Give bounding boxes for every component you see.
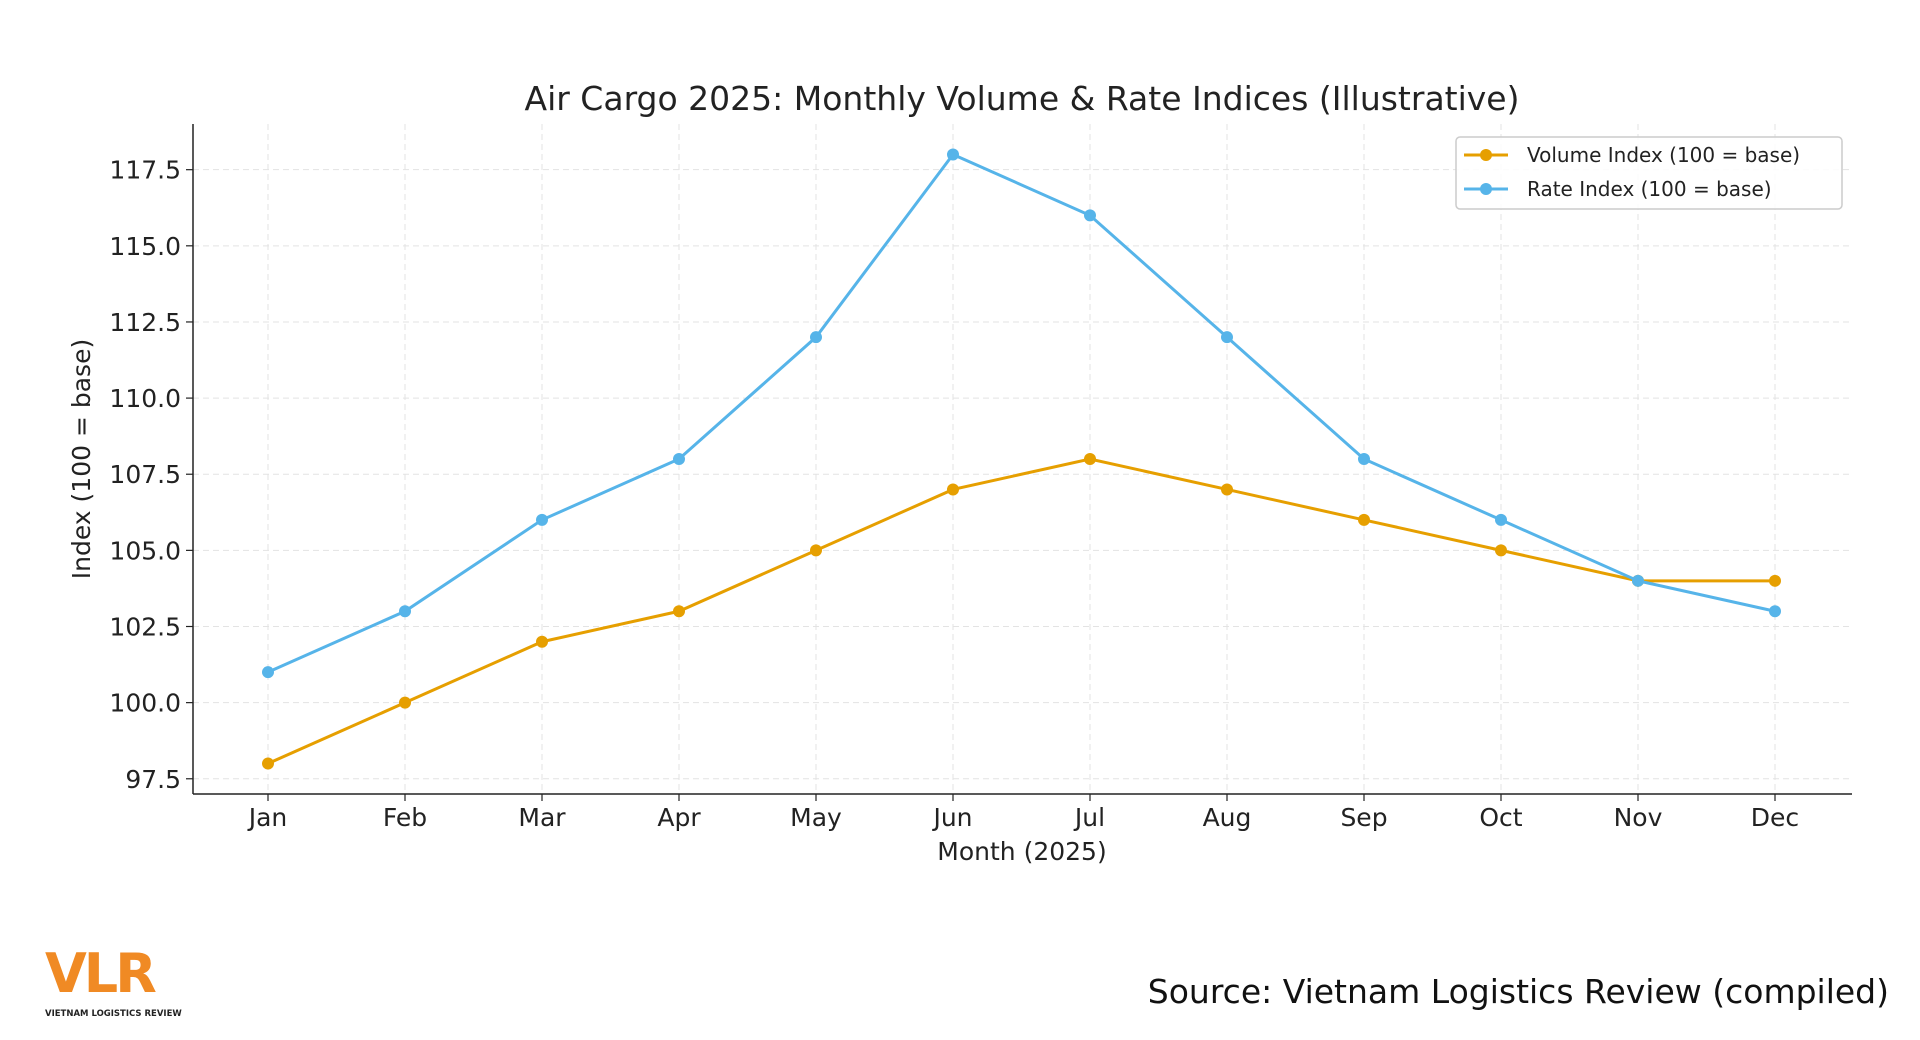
x-tick-label: Sep bbox=[1340, 803, 1387, 832]
data-point bbox=[536, 513, 548, 526]
data-point bbox=[1221, 331, 1233, 344]
x-tick-label: Nov bbox=[1614, 803, 1663, 832]
data-point bbox=[673, 605, 685, 618]
series-line bbox=[267, 152, 1776, 674]
x-tick-label: Aug bbox=[1203, 803, 1252, 832]
series-volume bbox=[262, 453, 1781, 770]
vlr-logo: VLR VIETNAM LOGISTICS REVIEW bbox=[45, 942, 205, 1020]
data-point bbox=[947, 148, 959, 161]
x-tick-label: Jul bbox=[1073, 803, 1105, 832]
series-line bbox=[267, 457, 1775, 765]
data-point bbox=[1495, 513, 1507, 526]
data-point bbox=[1084, 453, 1096, 465]
data-point bbox=[262, 757, 274, 770]
legend-label-rate: Rate Index (100 = base) bbox=[1527, 177, 1772, 201]
x-tick-label: Mar bbox=[518, 803, 566, 832]
y-tick-label: 97.5 bbox=[125, 765, 181, 794]
y-tick-label: 112.5 bbox=[109, 308, 181, 337]
y-tick-label: 110.0 bbox=[109, 384, 181, 413]
x-tick-label: Jan bbox=[247, 803, 288, 832]
axes: Jan Feb Mar Apr May Jun Jul Aug Sep Oct Nov Dec 97.5… bbox=[109, 124, 1852, 832]
series-layer bbox=[262, 148, 1781, 770]
y-tick-label: 107.5 bbox=[109, 460, 181, 489]
y-tick-label: 100.0 bbox=[109, 689, 181, 718]
source-note: Source: Vietnam Logistics Review (compil… bbox=[1147, 972, 1889, 1011]
y-tick-label: 105.0 bbox=[109, 536, 181, 565]
series-rate bbox=[262, 148, 1781, 679]
data-point bbox=[1358, 513, 1370, 526]
x-tick-label: Oct bbox=[1479, 803, 1522, 832]
x-tick-label: Feb bbox=[383, 803, 427, 832]
data-point bbox=[1632, 574, 1644, 587]
x-tick-label: Apr bbox=[657, 803, 701, 832]
data-point bbox=[1769, 574, 1781, 587]
chart-title: Air Cargo 2025: Monthly Volume & Rate In… bbox=[525, 79, 1520, 118]
logo-text: VLR bbox=[45, 942, 157, 1005]
data-point bbox=[1769, 605, 1781, 618]
y-tick-label: 102.5 bbox=[109, 613, 181, 642]
logo-subtitle: VIETNAM LOGISTICS REVIEW bbox=[45, 1009, 182, 1019]
y-axis-label: Index (100 = base) bbox=[67, 339, 96, 579]
data-point bbox=[399, 605, 411, 618]
data-point bbox=[1495, 544, 1507, 557]
data-point bbox=[810, 331, 822, 344]
legend-label-volume: Volume Index (100 = base) bbox=[1527, 143, 1800, 167]
legend-marker-volume bbox=[1480, 149, 1492, 161]
legend-frame bbox=[1455, 136, 1843, 210]
grid bbox=[193, 124, 1852, 794]
x-tick-label: Dec bbox=[1751, 803, 1799, 832]
data-point bbox=[947, 483, 959, 496]
data-point bbox=[1084, 209, 1096, 222]
y-tick-label: 117.5 bbox=[109, 156, 181, 185]
x-tick-label: May bbox=[790, 803, 842, 832]
data-point bbox=[673, 453, 685, 465]
legend-marker-rate bbox=[1480, 183, 1492, 195]
legend: Volume Index (100 = base) Rate Index (10… bbox=[1455, 136, 1843, 210]
data-point bbox=[399, 696, 411, 709]
data-point bbox=[1358, 453, 1370, 465]
data-point bbox=[810, 544, 822, 557]
data-point bbox=[262, 666, 274, 679]
data-point bbox=[536, 635, 548, 648]
x-axis-label: Month (2025) bbox=[937, 837, 1106, 866]
x-tick-label: Jun bbox=[931, 803, 972, 832]
y-tick-label: 115.0 bbox=[109, 232, 181, 261]
data-point bbox=[1221, 483, 1233, 496]
